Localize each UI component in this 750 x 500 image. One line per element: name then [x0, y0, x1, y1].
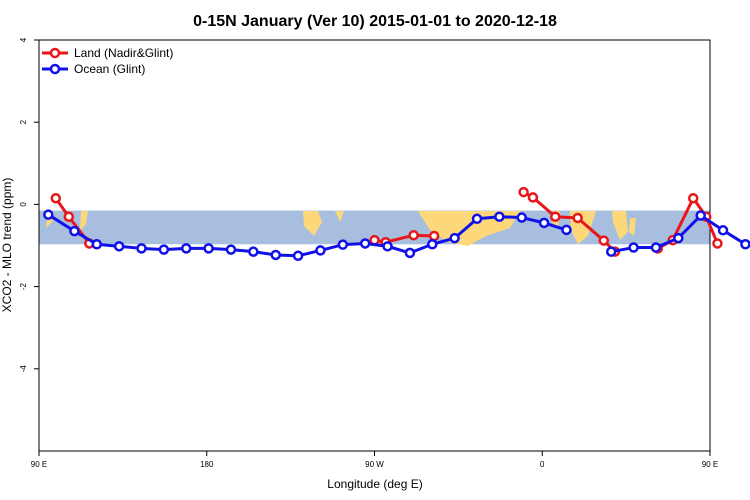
land-shape: [418, 211, 520, 246]
x-axis: 90 E 180 90 W 0 90 E: [31, 451, 718, 469]
data-point: [740, 239, 750, 250]
data-point: [225, 244, 237, 255]
data-point: [43, 209, 54, 220]
y-tick-label: 0: [19, 202, 28, 207]
y-axis: 4 2 0 -2 -4: [19, 37, 39, 372]
x-tick-label: 90 E: [702, 460, 718, 469]
legend-marker-ocean: [49, 63, 61, 75]
data-point: [538, 217, 550, 229]
land-shape: [335, 211, 344, 222]
x-tick-label: 90 W: [365, 460, 384, 469]
land-shape: [629, 218, 636, 236]
data-point: [712, 238, 723, 249]
land-shape: [303, 211, 322, 236]
data-point: [628, 242, 639, 253]
data-point: [382, 241, 393, 252]
data-point: [428, 230, 440, 242]
data-point: [695, 210, 706, 221]
legend: Land (Nadir&Glint) Ocean (Glint): [42, 46, 173, 76]
data-point: [158, 244, 170, 255]
y-axis-label: XCO2 - MLO trend (ppm): [0, 178, 14, 313]
y-tick-label: 4: [19, 37, 28, 42]
y-tick-label: -4: [19, 365, 28, 373]
y-tick-label: -2: [19, 282, 28, 290]
data-point: [404, 247, 416, 259]
data-point: [527, 192, 539, 203]
data-point: [180, 243, 192, 254]
legend-item-ocean: Ocean (Glint): [42, 62, 145, 76]
data-point: [673, 232, 684, 244]
data-point: [91, 239, 103, 250]
data-point: [427, 239, 438, 250]
series-1: [43, 209, 750, 262]
data-point: [561, 224, 572, 236]
data-point: [494, 211, 505, 222]
data-point: [203, 243, 214, 254]
y-tick-label: 2: [19, 119, 28, 124]
data-point: [516, 212, 527, 223]
legend-item-land: Land (Nadir&Glint): [42, 46, 173, 60]
data-point: [359, 238, 371, 249]
data-point: [650, 242, 662, 253]
data-point: [63, 211, 75, 222]
data-point: [270, 249, 281, 261]
land-shape: [612, 211, 628, 240]
data-point: [471, 213, 483, 225]
data-point: [248, 246, 259, 257]
data-point: [408, 229, 419, 241]
data-point: [598, 235, 610, 246]
data-point: [69, 225, 80, 237]
data-point: [50, 192, 62, 204]
data-point: [292, 250, 304, 262]
data-point: [572, 212, 583, 224]
x-tick-label: 0: [540, 460, 545, 469]
data-point: [717, 225, 729, 236]
data-point: [315, 245, 326, 256]
legend-marker-land: [49, 47, 61, 59]
legend-label-land: Land (Nadir&Glint): [74, 46, 173, 60]
data-point: [113, 241, 125, 252]
data-point: [550, 211, 561, 222]
chart-title: 0-15N January (Ver 10) 2015-01-01 to 202…: [193, 13, 557, 30]
land-shape: [80, 211, 88, 231]
legend-label-ocean: Ocean (Glint): [74, 62, 145, 76]
data-point: [449, 232, 460, 244]
data-point: [337, 239, 349, 250]
data-point: [687, 192, 699, 204]
series-layer: [43, 186, 750, 262]
x-tick-label: 180: [200, 460, 214, 469]
x-tick-label: 90 E: [31, 460, 47, 469]
data-point: [518, 186, 529, 198]
series-line: [374, 233, 435, 244]
x-axis-label: Longitude (deg E): [327, 477, 422, 491]
data-point: [605, 246, 617, 257]
data-point: [136, 243, 147, 254]
